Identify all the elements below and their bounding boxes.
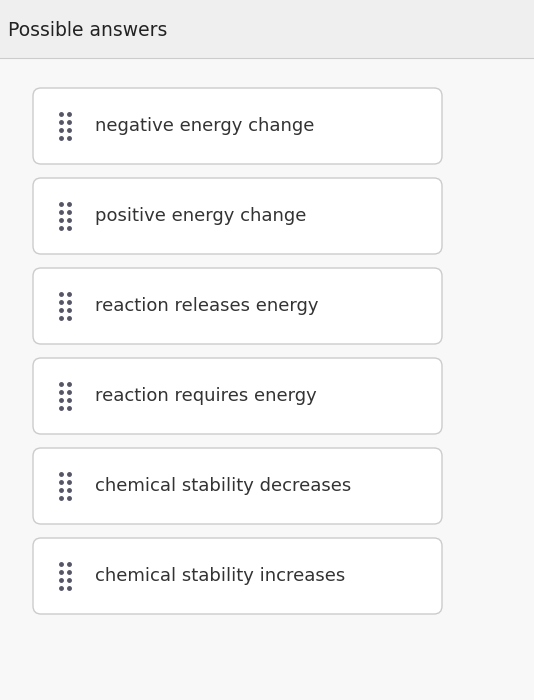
FancyBboxPatch shape: [33, 268, 442, 344]
Text: Possible answers: Possible answers: [8, 21, 167, 40]
Text: reaction releases energy: reaction releases energy: [95, 297, 318, 315]
FancyBboxPatch shape: [33, 448, 442, 524]
FancyBboxPatch shape: [33, 88, 442, 164]
FancyBboxPatch shape: [33, 358, 442, 434]
Text: negative energy change: negative energy change: [95, 117, 315, 135]
FancyBboxPatch shape: [0, 0, 534, 58]
FancyBboxPatch shape: [0, 58, 534, 700]
Text: chemical stability increases: chemical stability increases: [95, 567, 345, 585]
FancyBboxPatch shape: [33, 538, 442, 614]
FancyBboxPatch shape: [33, 178, 442, 254]
Text: reaction requires energy: reaction requires energy: [95, 387, 317, 405]
Text: chemical stability decreases: chemical stability decreases: [95, 477, 351, 495]
Text: positive energy change: positive energy change: [95, 207, 307, 225]
